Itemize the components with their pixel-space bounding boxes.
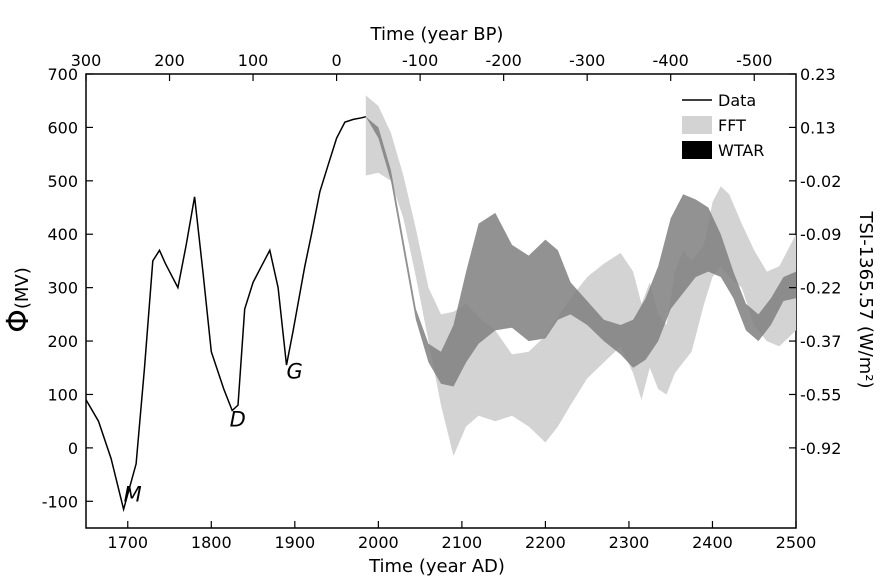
x-tick-label-top: -300: [569, 51, 605, 70]
x-tick-label-bottom: 1900: [274, 533, 315, 552]
y-tick-label-left: 500: [47, 172, 78, 191]
x-tick-label-bottom: 2300: [609, 533, 650, 552]
x-tick-label-top: 200: [154, 51, 185, 70]
y-axis-label-left-unit: (MV): [12, 267, 33, 309]
x-tick-label-bottom: 2400: [692, 533, 733, 552]
x-tick-label-top: -500: [736, 51, 772, 70]
y-axis-label-left: Φ(MV): [1, 267, 36, 333]
svg-text:TSI-1365.57 (W/m²): TSI-1365.57 (W/m²): [855, 210, 876, 388]
legend-item-fft: FFT: [682, 116, 746, 135]
x-tick-label-bottom: 2200: [525, 533, 566, 552]
x-tick-label-top: -400: [653, 51, 689, 70]
annotations-layer: M D G: [124, 359, 303, 506]
y-tick-label-left: 100: [47, 385, 78, 404]
y-tick-label-right: -0.02: [800, 172, 841, 191]
y-tick-label-left: -100: [42, 492, 78, 511]
series-band-wtar: [365, 116, 796, 387]
annotation-d: D: [230, 408, 246, 432]
legend: Data FFT WTAR: [682, 91, 764, 160]
series-band-fft: [365, 95, 796, 456]
y-axis-label-right: TSI-1365.57 (W/m²): [855, 210, 876, 388]
line-layer: [85, 115, 366, 513]
y-tick-label-right: -0.22: [800, 279, 841, 298]
y-tick-label-left: 600: [47, 118, 78, 137]
legend-label-data: Data: [718, 91, 756, 110]
annotation-m: M: [124, 482, 142, 506]
y-tick-label-left: 400: [47, 225, 78, 244]
x-axis-label-bottom: Time (year AD): [368, 556, 505, 577]
y-axis-label-left-symbol: Φ: [1, 309, 36, 333]
series-line-data: [85, 115, 366, 513]
legend-swatch-wtar: [682, 141, 712, 159]
y-tick-label-right: -0.09: [800, 225, 841, 244]
x-tick-label-top: -100: [402, 51, 438, 70]
svg-text:Φ(MV): Φ(MV): [1, 267, 36, 333]
x-tick-label-top: 0: [331, 51, 341, 70]
legend-item-data: Data: [682, 91, 756, 110]
y-tick-label-right: 0.13: [800, 118, 836, 137]
x-axis-label-top: Time (year BP): [370, 24, 504, 45]
x-tick-label-bottom: 2500: [776, 533, 817, 552]
bands-layer: [365, 95, 796, 456]
y-tick-label-left: 200: [47, 332, 78, 351]
x-tick-label-bottom: 2100: [442, 533, 483, 552]
x-tick-label-top: -200: [485, 51, 521, 70]
x-tick-label-bottom: 2000: [358, 533, 399, 552]
y-tick-label-right: -0.92: [800, 439, 841, 458]
y-tick-label-right: 0.23: [800, 65, 836, 84]
x-tick-label-top: 100: [238, 51, 269, 70]
y-tick-label-left: 0: [68, 439, 78, 458]
x-tick-label-bottom: 1800: [191, 533, 232, 552]
y-tick-label-left: 700: [47, 65, 78, 84]
legend-label-wtar: WTAR: [718, 141, 764, 160]
x-tick-label-top: 300: [71, 51, 102, 70]
legend-label-fft: FFT: [718, 116, 746, 135]
y-tick-label-right: -0.37: [800, 332, 841, 351]
legend-swatch-fft: [682, 116, 712, 134]
x-tick-label-bottom: 1700: [107, 533, 148, 552]
y-tick-label-right: -0.55: [800, 385, 841, 404]
annotation-g: G: [286, 359, 302, 383]
y-tick-label-left: 300: [47, 279, 78, 298]
legend-item-wtar: WTAR: [682, 141, 764, 160]
